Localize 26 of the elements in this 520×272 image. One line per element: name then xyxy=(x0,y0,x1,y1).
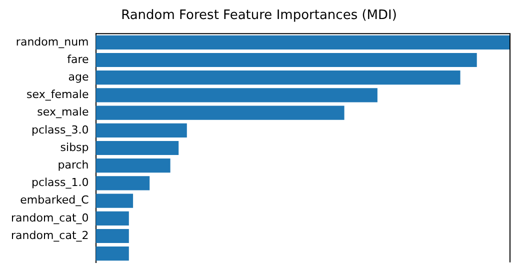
y-tick-label: embarked_C xyxy=(20,194,90,207)
bar xyxy=(96,246,129,261)
bar xyxy=(96,35,510,50)
y-tick-label: fare xyxy=(67,52,89,66)
bar xyxy=(96,140,179,156)
bar xyxy=(96,228,129,244)
bar xyxy=(96,106,344,120)
y-tick-label: sex_female xyxy=(26,88,89,102)
bar xyxy=(96,211,129,226)
bar xyxy=(96,88,378,102)
bar xyxy=(96,123,187,138)
bar xyxy=(96,158,170,173)
y-tick-label: sex_male xyxy=(37,106,89,119)
y-tick-label: parch xyxy=(58,158,89,172)
y-tick-label: pclass_1.0 xyxy=(31,176,89,190)
chart-title: Random Forest Feature Importances (MDI) xyxy=(121,8,397,24)
bar xyxy=(96,194,134,208)
bar xyxy=(96,52,477,68)
y-tick-label: random_cat_2 xyxy=(10,228,89,242)
y-tick-label: random_cat_0 xyxy=(10,211,89,224)
bar xyxy=(96,70,460,85)
y-tick-label: random_num xyxy=(16,35,89,48)
bar xyxy=(96,176,150,190)
y-tick-label: sibsp xyxy=(60,140,89,154)
y-tick-label: age xyxy=(68,70,89,84)
y-tick-label: pclass_3.0 xyxy=(31,123,89,136)
